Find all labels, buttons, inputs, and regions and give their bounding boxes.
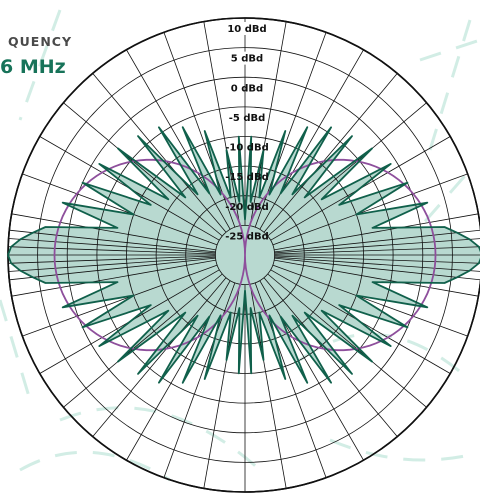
pattern-outline — [7, 126, 480, 384]
grid-spoke-fine — [274, 238, 480, 254]
grid-spoke — [272, 173, 468, 246]
tick-label: 10 dBd — [227, 24, 266, 35]
tick-label: -10 dBd — [225, 143, 269, 154]
grid-spoke — [267, 102, 427, 237]
tick-label: 5 dBd — [231, 54, 263, 65]
grid-spoke — [272, 264, 468, 337]
background-stroke — [428, 19, 472, 151]
pattern-fill-area — [8, 127, 480, 383]
grid-spoke — [22, 264, 218, 337]
grid-spoke — [63, 273, 223, 408]
background-stroke — [419, 38, 480, 62]
reference-curve — [53, 158, 437, 352]
grid-spoke — [267, 273, 427, 408]
grid-spoke-fine — [8, 255, 216, 264]
grid-spoke — [259, 49, 364, 230]
tick-label: -20 dBd — [225, 202, 269, 213]
radiation-pattern-outline — [7, 126, 480, 384]
grid-spoke — [249, 284, 287, 489]
frequency-label: QUENCY — [8, 34, 73, 49]
grid-spoke — [11, 213, 216, 251]
grid-spoke — [22, 173, 218, 246]
grid-spoke — [92, 73, 227, 233]
grid-spoke-fine — [8, 238, 216, 254]
radial-tick-labels: 10 dBd 5 dBd 0 dBd -5 dBd -10 dBd -15 dBd -20 … — [221, 22, 273, 242]
grid-spoke-fine — [9, 257, 216, 281]
grid-spoke-fine — [8, 246, 216, 255]
tick-label: -5 dBd — [229, 113, 266, 124]
background-stroke — [299, 332, 471, 382]
grid-spoke-fine — [274, 255, 480, 264]
grid-spoke — [11, 259, 216, 297]
grid-spoke — [259, 280, 364, 461]
grid-spoke — [126, 280, 231, 461]
grid-spoke-fine — [274, 256, 480, 272]
background-stroke — [0, 299, 32, 401]
grid-spoke-fine — [8, 256, 216, 272]
background-stroke — [329, 438, 471, 462]
grid-spoke — [274, 213, 479, 251]
background-stroke — [59, 406, 262, 472]
radiation-pattern — [8, 127, 480, 383]
tick-label: 0 dBd — [231, 83, 263, 94]
polar-grid — [7, 17, 480, 493]
background-stroke — [19, 450, 171, 482]
reference-pattern — [53, 158, 437, 352]
grid-spoke-fine — [274, 257, 480, 281]
grid-spoke — [249, 21, 287, 226]
grid-spoke-fine — [9, 229, 216, 253]
frequency-value: 6 MHz — [0, 56, 66, 78]
tick-label-background — [221, 51, 273, 65]
grid-spoke — [263, 277, 398, 437]
grid-spoke-fine — [274, 246, 480, 255]
grid-spoke — [274, 259, 479, 297]
grid-spoke — [203, 284, 241, 489]
tick-label: -25 dBd — [225, 231, 269, 242]
grid-spoke — [92, 277, 227, 437]
grid-spoke — [203, 21, 241, 226]
grid-spoke-fine — [274, 229, 480, 253]
grid-spoke — [263, 73, 398, 233]
background-stroke — [18, 9, 62, 121]
grid-spoke — [63, 102, 223, 237]
tick-label: -15 dBd — [225, 172, 269, 183]
tick-label-background — [221, 22, 273, 35]
grid-spoke — [126, 49, 231, 230]
